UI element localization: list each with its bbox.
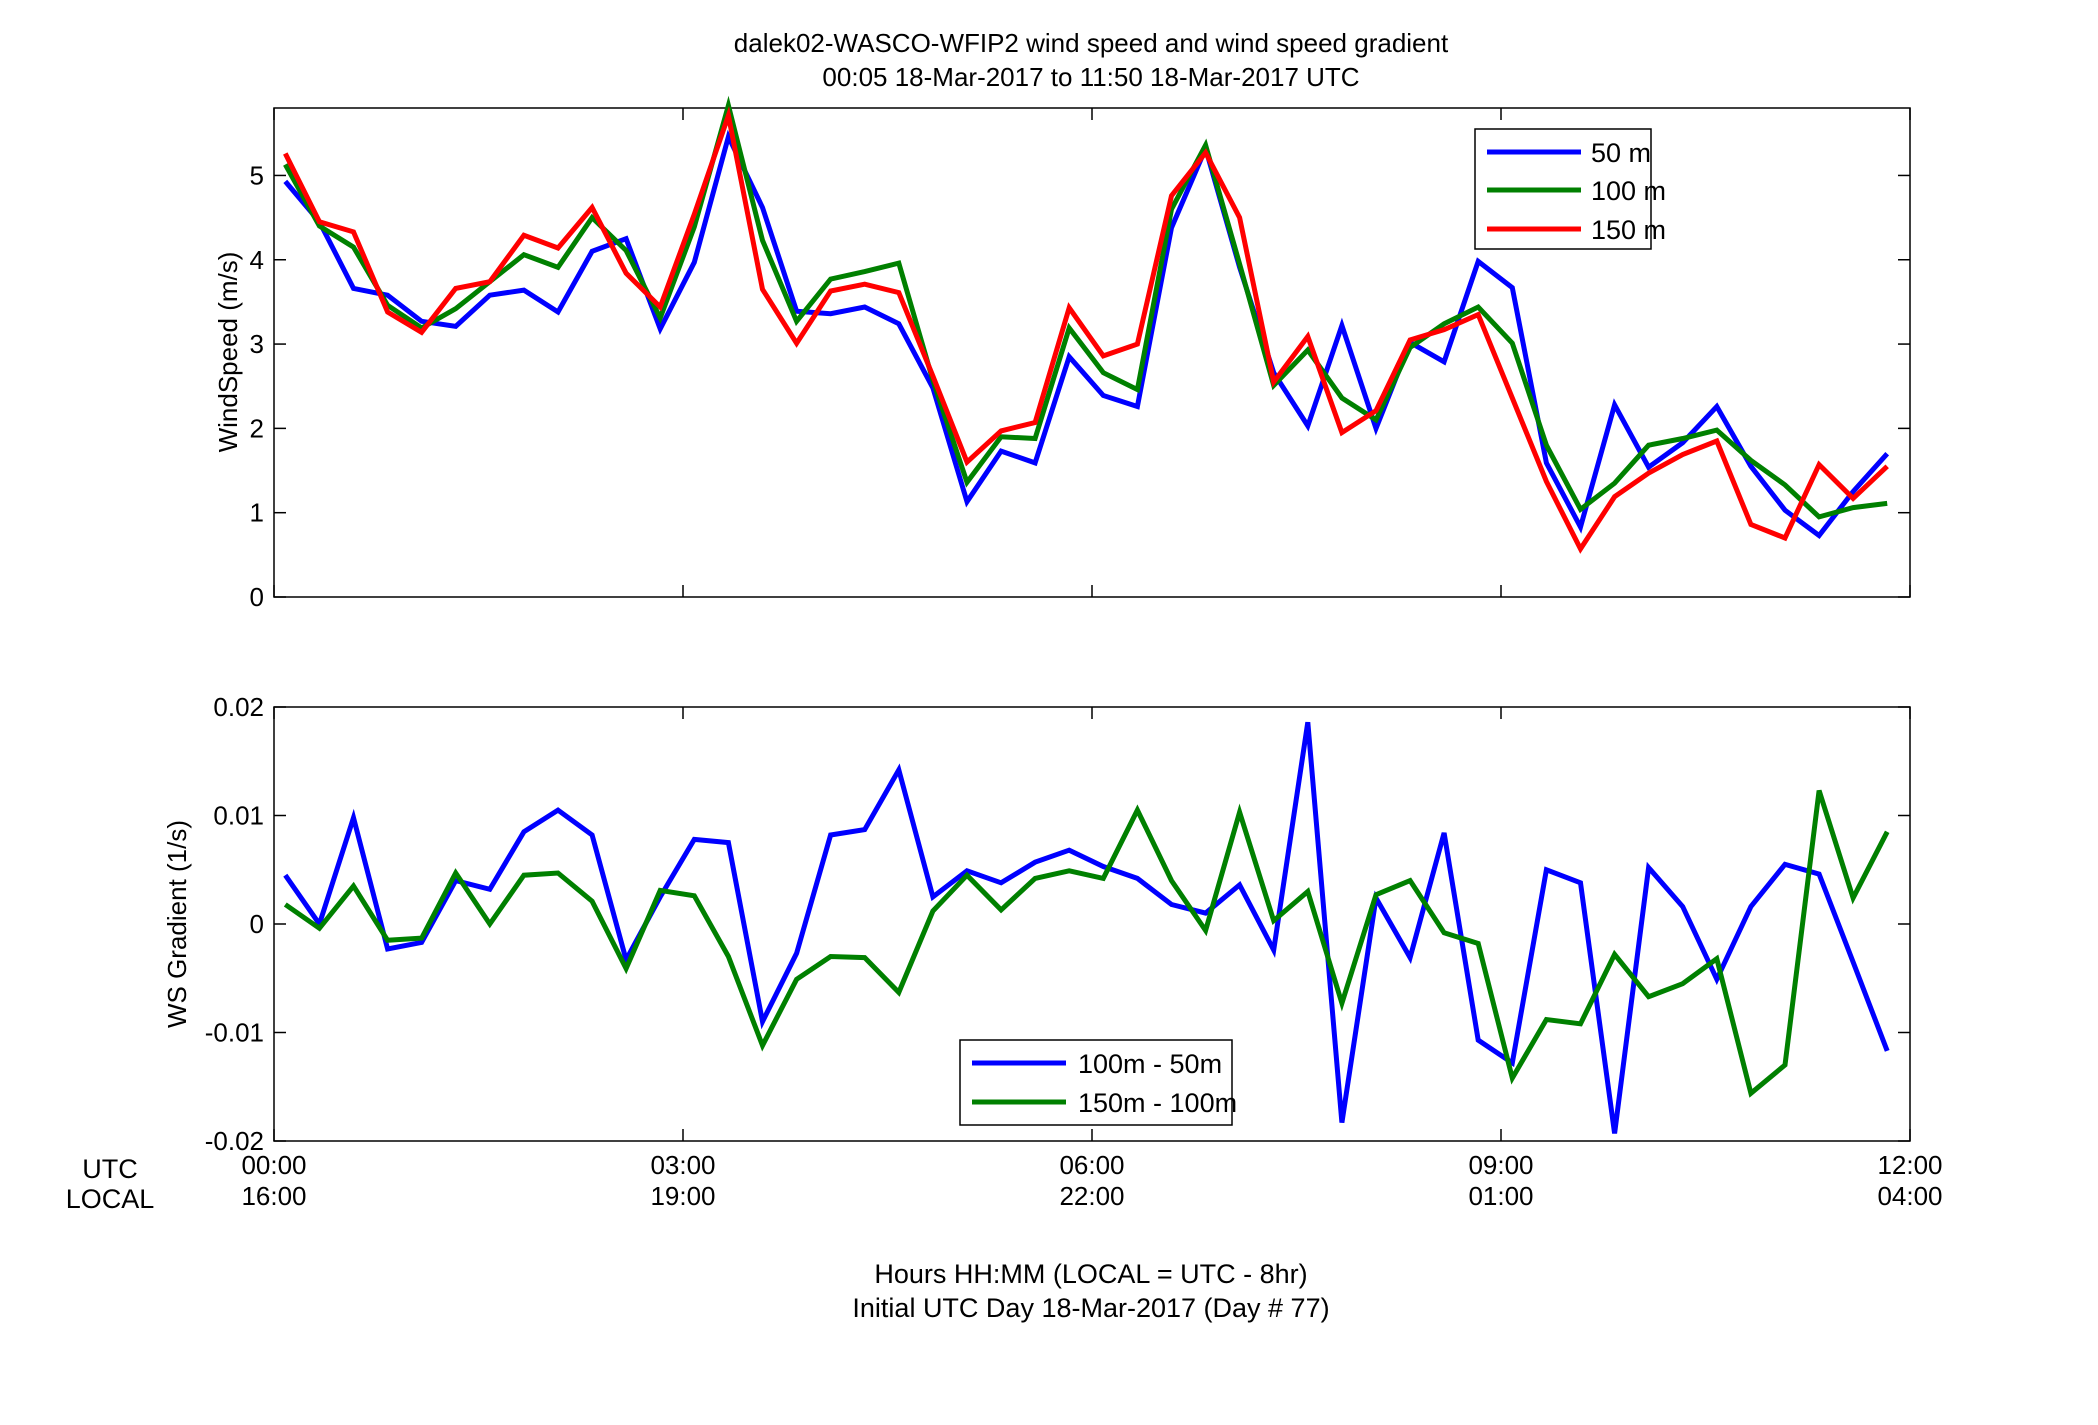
series-line-150m-100m <box>283 789 1890 1098</box>
ytick-label: -0.02 <box>205 1126 264 1156</box>
legend-label-100m: 100 m <box>1591 176 1666 206</box>
series-line-100m-50m <box>283 721 1890 1134</box>
gradient-series <box>283 721 1890 1134</box>
windspeed-panel: 0 1 2 3 4 5 WindSpeed (m/s) 50 m 100 m 150 m <box>213 95 1911 612</box>
xtick-label-local: 04:00 <box>1877 1181 1942 1211</box>
ytick-label: 0 <box>250 582 264 612</box>
row-label-utc: UTC <box>82 1154 138 1184</box>
windspeed-legend: 50 m 100 m 150 m <box>1474 128 1666 250</box>
xtick-label-utc: 06:00 <box>1059 1150 1124 1180</box>
xtick-label-utc: 00:00 <box>241 1150 306 1180</box>
ytick-label: 0.02 <box>213 692 264 722</box>
xtick-label-local: 19:00 <box>650 1181 715 1211</box>
gradient-legend-box <box>959 1039 1233 1126</box>
gradient-ylabel: WS Gradient (1/s) <box>162 820 192 1028</box>
gradient-ticks: -0.02 -0.01 0 0.01 0.02 <box>205 692 1911 1156</box>
ytick-label: 1 <box>250 498 264 528</box>
windspeed-ylabel: WindSpeed (m/s) <box>213 252 243 453</box>
windspeed-ticks: 0 1 2 3 4 5 <box>250 108 1911 612</box>
xtick-label-local: 01:00 <box>1468 1181 1533 1211</box>
gradient-legend: 100m - 50m 150m - 100m <box>959 1039 1237 1126</box>
windspeed-series <box>283 95 1890 554</box>
legend-label-100m-50m: 100m - 50m <box>1078 1049 1222 1079</box>
row-label-local: LOCAL <box>66 1184 155 1214</box>
x-tick-labels: 00:00 03:00 06:00 09:00 12:00 16:00 19:00 22:00… <box>241 1150 1942 1211</box>
ytick-label: 0 <box>250 909 264 939</box>
ytick-label: 0.01 <box>213 801 264 831</box>
legend-label-150m-100m: 150m - 100m <box>1078 1088 1237 1118</box>
series-line-100-m <box>283 95 1888 520</box>
xtick-label-utc: 03:00 <box>650 1150 715 1180</box>
ytick-label: 5 <box>250 160 264 190</box>
ytick-label: 3 <box>250 329 264 359</box>
ytick-label: 2 <box>250 413 264 443</box>
chart-subtitle: 00:05 18-Mar-2017 to 11:50 18-Mar-2017 U… <box>822 62 1359 92</box>
xlabel-line2: Initial UTC Day 18-Mar-2017 (Day # 77) <box>852 1293 1329 1323</box>
xlabel-line1: Hours HH:MM (LOCAL = UTC - 8hr) <box>874 1259 1307 1289</box>
ytick-label: 4 <box>250 245 264 275</box>
chart-title: dalek02-WASCO-WFIP2 wind speed and wind … <box>734 28 1449 58</box>
series-line-50-m <box>283 129 1890 539</box>
xtick-label-utc: 12:00 <box>1877 1150 1942 1180</box>
gradient-panel: -0.02 -0.01 0 0.01 0.02 WS Gradient (1/s) 10… <box>162 692 1911 1156</box>
legend-label-50m: 50 m <box>1591 138 1651 168</box>
xtick-label-local: 22:00 <box>1059 1181 1124 1211</box>
xtick-label-local: 16:00 <box>241 1181 306 1211</box>
xtick-label-utc: 09:00 <box>1468 1150 1533 1180</box>
ytick-label: -0.01 <box>205 1018 264 1048</box>
legend-label-150m: 150 m <box>1591 215 1666 245</box>
series-line-150-m <box>283 106 1889 554</box>
